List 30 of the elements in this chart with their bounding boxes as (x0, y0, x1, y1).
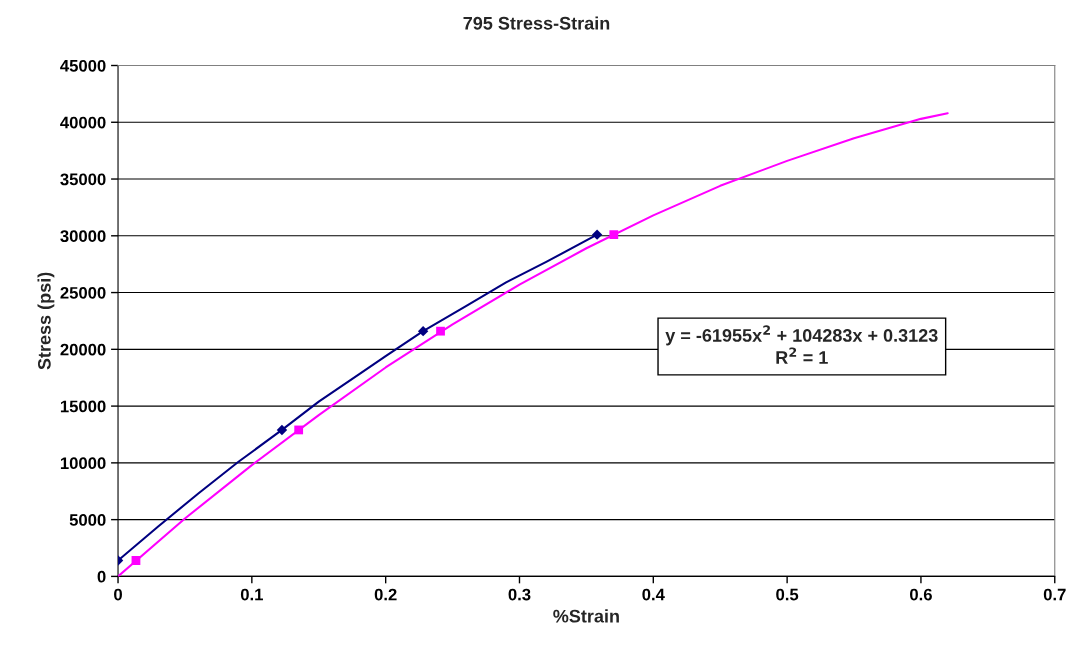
x-tick-label: 0.3 (508, 588, 531, 601)
y-tick-label: 45000 (60, 59, 106, 72)
x-tick-label: 0.5 (776, 588, 799, 601)
y-axis-title: Stress (psi) (37, 272, 55, 370)
x-tick-label: 0.2 (374, 588, 397, 601)
chart-title: 795 Stress-Strain (463, 16, 610, 30)
x-tick-label: 0.4 (642, 588, 665, 601)
point (294, 425, 304, 435)
y-tick-label: 35000 (60, 173, 106, 186)
point (591, 229, 603, 240)
point (417, 325, 429, 337)
point (276, 424, 288, 436)
y-tick-label: 15000 (60, 400, 106, 413)
x-tick-label: 0.1 (240, 588, 263, 601)
y-tick-label: 40000 (60, 116, 106, 129)
x-tick-label: 0.6 (910, 588, 932, 601)
point (436, 326, 445, 336)
y-tick-label: 25000 (60, 286, 106, 299)
y-tick-label: 20000 (60, 343, 106, 356)
point (609, 230, 619, 240)
x-tick-label: 0 (114, 588, 122, 601)
y-tick-label: 10000 (60, 457, 106, 470)
y-tick-label: 0 (97, 570, 106, 583)
y-tick-label: 5000 (69, 514, 106, 526)
annotation: y = -61955x$^{2}$ + 104283x + 0.3123 R$^{2}$ = 1 (665, 325, 938, 364)
point (131, 556, 141, 565)
line-series (118, 112, 949, 577)
y-tick-label: 30000 (60, 230, 106, 243)
x-axis-title: %Strain (553, 609, 619, 623)
x-tick-label: 0.7 (1043, 588, 1066, 601)
